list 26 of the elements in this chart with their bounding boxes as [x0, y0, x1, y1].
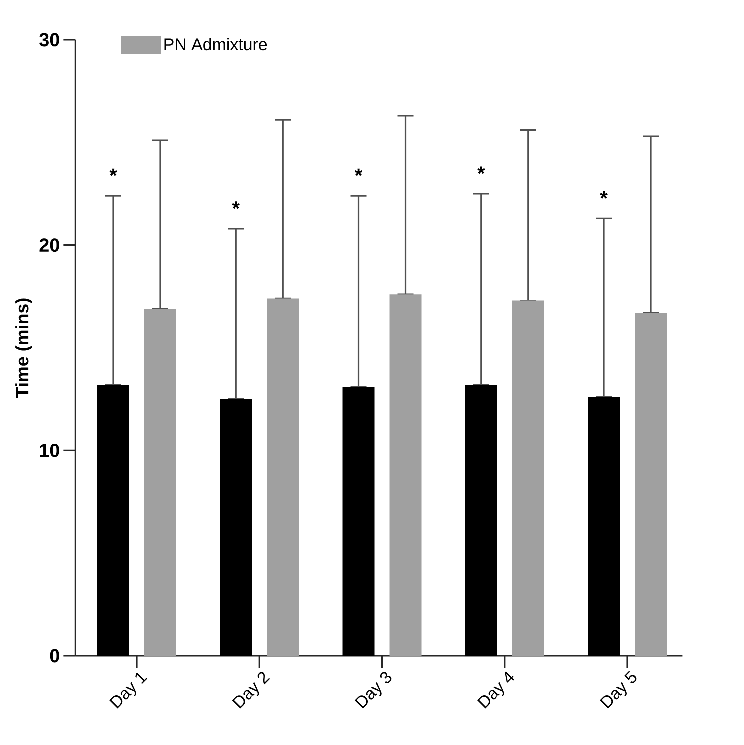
bar — [267, 298, 300, 656]
legend-label: PN Admixture — [164, 38, 268, 51]
annotation: * — [600, 191, 608, 199]
y-tick-label: 20 — [40, 238, 60, 252]
y-tick-label: 30 — [40, 33, 60, 47]
y-tick-label: 0 — [50, 649, 60, 663]
bar — [390, 294, 422, 656]
bar — [144, 308, 176, 656]
annotation: * — [110, 168, 118, 176]
bar — [512, 300, 544, 656]
x-tick-label: Day 5 — [600, 671, 637, 709]
x-tick-label: Day 1 — [110, 672, 148, 709]
bar — [635, 313, 668, 656]
bar — [98, 384, 130, 656]
annotation: * — [354, 168, 363, 176]
y-axis-title: Time (mins) — [16, 298, 32, 398]
x-tick-label: Day 3 — [354, 672, 392, 709]
bar — [342, 387, 375, 656]
bar — [588, 397, 620, 656]
x-tick-label: Day 2 — [232, 672, 270, 709]
bar — [465, 384, 498, 656]
bar — [220, 399, 252, 656]
y-tick-label: 10 — [40, 444, 60, 458]
annotation: * — [232, 202, 240, 210]
x-tick-label: Day 4 — [477, 672, 514, 709]
annotation: * — [478, 166, 486, 174]
